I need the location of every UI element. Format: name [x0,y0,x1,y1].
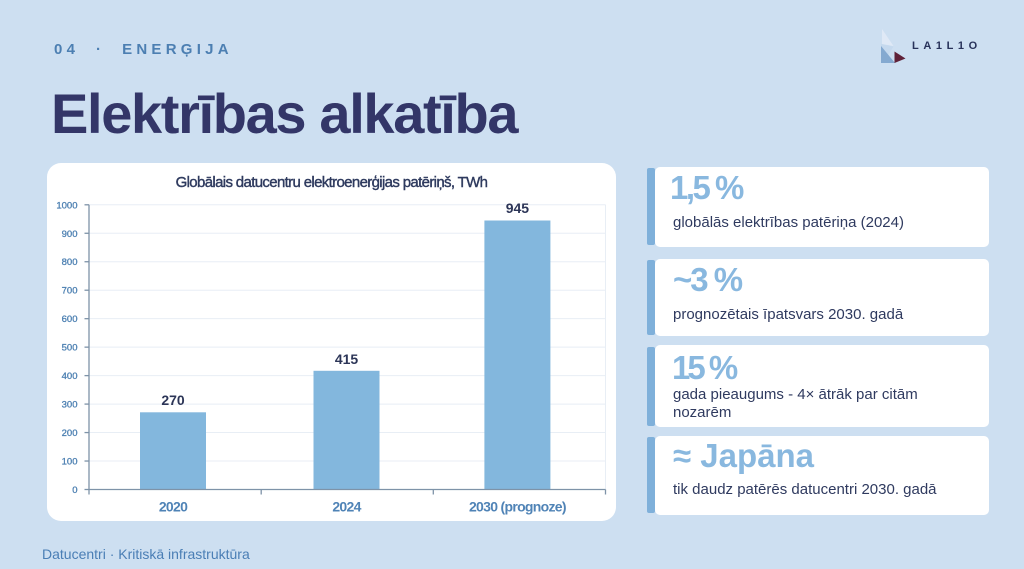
svg-text:2024: 2024 [332,498,361,514]
svg-text:2020: 2020 [159,498,188,514]
svg-text:600: 600 [62,314,78,325]
svg-text:800: 800 [62,257,78,268]
svg-text:300: 300 [62,400,78,411]
svg-text:415: 415 [335,351,359,367]
svg-text:945: 945 [506,200,530,216]
svg-text:500: 500 [62,343,78,354]
svg-text:0: 0 [72,485,77,496]
svg-text:270: 270 [161,392,185,408]
svg-text:1000: 1000 [56,200,77,211]
svg-text:2030 (prognoze): 2030 (prognoze) [469,498,566,514]
svg-text:700: 700 [62,286,78,297]
svg-text:100: 100 [62,457,78,468]
svg-text:200: 200 [62,428,78,439]
svg-text:900: 900 [62,229,78,240]
svg-text:400: 400 [62,371,78,382]
